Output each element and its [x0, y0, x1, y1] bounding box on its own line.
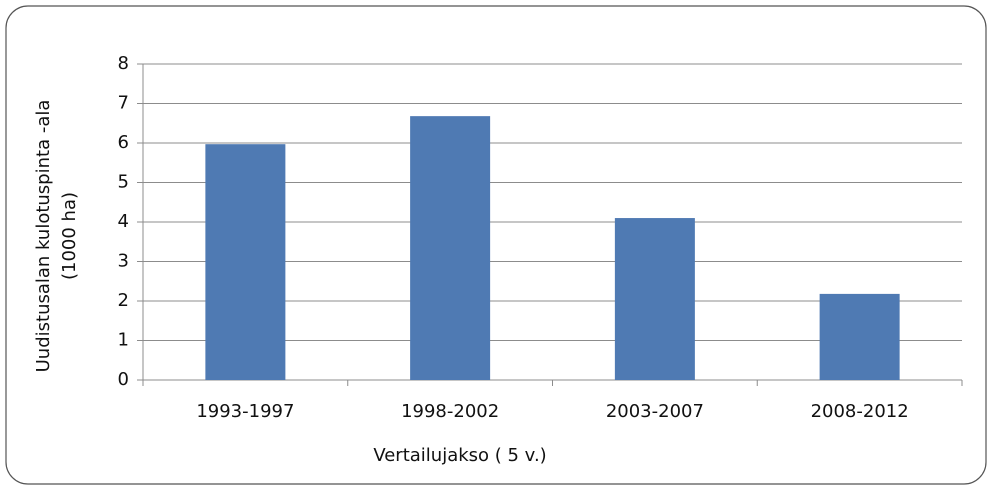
- y-tick-label: 5: [118, 172, 129, 193]
- y-tick-label: 6: [118, 132, 129, 153]
- bar: [410, 116, 491, 380]
- y-tick-label: 3: [118, 251, 129, 272]
- x-tick-label: 1993-1997: [196, 401, 294, 422]
- y-tick-label: 1: [118, 330, 129, 351]
- y-tick-label: 2: [118, 290, 129, 311]
- y-tick-label: 4: [118, 211, 129, 232]
- bar: [819, 293, 900, 380]
- y-axis-label: (1000 ha): [59, 192, 80, 280]
- y-tick-label: 7: [118, 93, 129, 114]
- x-tick-label: 1998-2002: [401, 401, 499, 422]
- bar: [614, 218, 695, 380]
- x-tick-label: 2003-2007: [606, 401, 704, 422]
- x-tick-label: 2008-2012: [811, 401, 909, 422]
- y-tick-label: 0: [118, 369, 129, 390]
- bar: [205, 144, 286, 380]
- y-axis-label: Uudistusalan kulotuspinta -ala: [33, 100, 54, 373]
- x-axis-label: Vertailujakso ( 5 v.): [373, 445, 546, 466]
- y-tick-label: 8: [118, 53, 129, 74]
